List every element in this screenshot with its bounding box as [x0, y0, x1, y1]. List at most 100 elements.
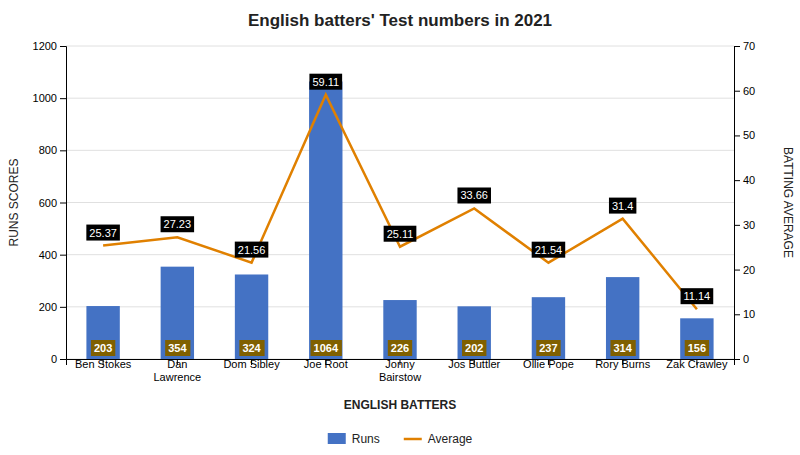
tick: DanLawrence — [153, 358, 201, 383]
grid-line — [66, 150, 734, 151]
legend: Runs Average — [328, 432, 473, 446]
tick: 1200 — [33, 40, 66, 52]
tick-label: Ben Stokes — [75, 358, 132, 370]
data-label-text: 354 — [168, 342, 187, 354]
tick-mark — [60, 359, 66, 360]
tick: 400 — [39, 249, 66, 261]
data-label: 203 — [91, 340, 115, 356]
grid — [66, 46, 734, 359]
title: English batters' Test numbers in 2021 — [248, 11, 552, 30]
tick-label: Dom Sibley — [223, 358, 280, 370]
data-label-bg — [86, 225, 120, 241]
tick: 0 — [734, 353, 749, 365]
data-label: 11.14 — [681, 288, 714, 304]
y2-axis: 010203040506070 — [734, 40, 755, 365]
data-label: 21.56 — [235, 242, 269, 258]
line — [103, 95, 697, 309]
data-label-bg — [239, 340, 264, 356]
bar — [86, 306, 119, 359]
data-label: 25.11 — [384, 226, 417, 242]
data-label: 237 — [536, 340, 560, 356]
tick-label: Jos Buttler — [448, 358, 500, 370]
tick-mark — [734, 225, 740, 226]
data-label: 226 — [388, 340, 412, 356]
bar — [383, 300, 416, 359]
tick: 1000 — [33, 92, 66, 104]
plot-area — [86, 81, 713, 359]
bar — [606, 277, 639, 359]
tick: 30 — [734, 219, 755, 231]
bar — [532, 297, 565, 359]
axis-line — [735, 47, 741, 360]
data-label-bg — [457, 187, 491, 203]
data-label-text: 33.66 — [460, 189, 488, 201]
data-label-text: 11.14 — [684, 290, 711, 302]
tick: Joe Root — [304, 358, 348, 370]
data-label: 21.54 — [532, 242, 566, 258]
data-label: 1064 — [311, 340, 342, 356]
data-label: 31.4 — [609, 198, 636, 214]
tick: 200 — [39, 301, 66, 313]
data-label: 314 — [610, 340, 635, 356]
data-label-text: 25.37 — [89, 227, 117, 239]
tick: Ben Stokes — [75, 358, 132, 370]
grid-line — [66, 98, 734, 99]
data-label-text: 59.11 — [312, 76, 339, 88]
data-label-text: 202 — [465, 342, 483, 354]
tick-label: Joe Root — [304, 358, 348, 370]
legend-label: Average — [428, 432, 473, 446]
tick-mark — [734, 91, 740, 92]
data-label-text: 203 — [94, 342, 112, 354]
data-label-bg — [384, 226, 417, 242]
data-label-bg — [161, 216, 195, 232]
data-label-bg — [610, 340, 635, 356]
tick-label: 1000 — [33, 92, 57, 104]
bar — [680, 318, 713, 359]
tick: JonnyBairstow — [379, 358, 421, 383]
data-label: 354 — [165, 340, 190, 356]
tick-mark — [734, 180, 740, 181]
tick-mark — [734, 270, 740, 271]
data-label-bg — [536, 340, 560, 356]
bar — [235, 274, 268, 359]
tick-label: 70 — [743, 40, 755, 52]
data-label-text: 25.11 — [387, 228, 414, 240]
tick-label: 0 — [743, 353, 749, 365]
data-label-text: 156 — [688, 342, 706, 354]
tick: 70 — [734, 40, 755, 52]
data-label-text: 27.23 — [164, 218, 192, 230]
grid-line — [66, 254, 734, 255]
data-label: 156 — [685, 340, 709, 356]
legend-swatch — [404, 438, 422, 441]
tick-label: 800 — [39, 144, 57, 156]
tick: Zak Crawley — [666, 358, 728, 370]
tick-label: 400 — [39, 249, 57, 261]
legend-item: Runs — [328, 432, 380, 446]
tick: Ollie Pope — [523, 358, 574, 370]
data-label-bg — [311, 340, 342, 356]
tick: 40 — [734, 174, 755, 186]
tick: Jos Buttler — [448, 358, 500, 370]
axis-line — [60, 47, 67, 360]
tick: Rory Burns — [595, 358, 651, 370]
tick-mark — [60, 307, 66, 308]
tick-mark — [734, 359, 740, 360]
tick-mark — [60, 98, 66, 99]
data-label-text: 237 — [539, 342, 557, 354]
data-label-bg — [685, 340, 709, 356]
data-label: 27.23 — [161, 216, 195, 232]
data-label-bg — [309, 74, 342, 90]
chart: Ben Stokes DanLawrence Dom Sibley Joe Root J… — [0, 0, 800, 455]
data-label-bg — [165, 340, 190, 356]
tick-label: 10 — [743, 308, 755, 320]
tick-mark — [60, 255, 66, 256]
y-axis-title: RUNS SCORES — [7, 158, 21, 246]
tick-label: 40 — [743, 174, 755, 186]
tick: 0 — [51, 353, 66, 365]
data-label: 324 — [239, 340, 264, 356]
tick: Dom Sibley — [223, 358, 280, 370]
tick-label: 30 — [743, 219, 755, 231]
tick: 50 — [734, 129, 755, 141]
data-label-text: 314 — [613, 342, 632, 354]
data-label-text: 1064 — [314, 342, 339, 354]
